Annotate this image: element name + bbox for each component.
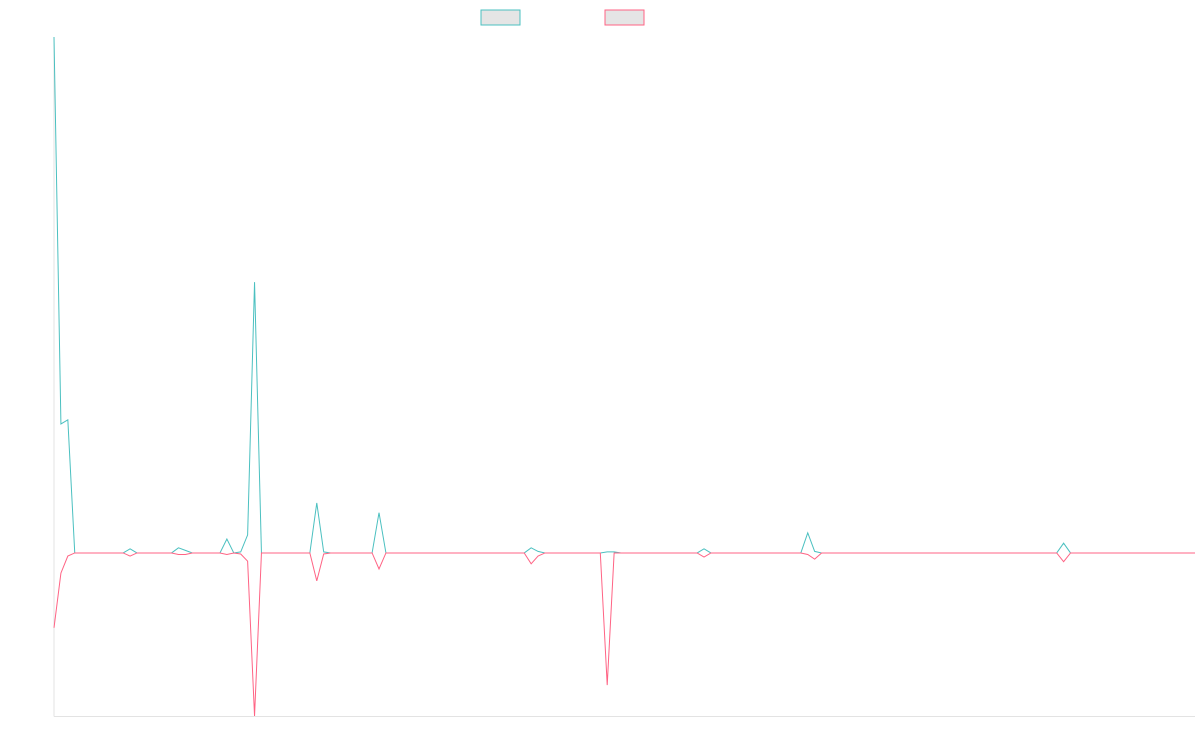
series-line-1 xyxy=(53,36,1195,554)
series-2 xyxy=(53,552,1195,717)
series-layer xyxy=(53,36,1195,717)
series-line-2 xyxy=(53,552,1195,717)
legend-item-1[interactable] xyxy=(480,9,521,26)
legend-swatch xyxy=(480,9,521,26)
legend-item-2[interactable] xyxy=(604,9,645,26)
legend xyxy=(480,9,645,26)
legend-swatch xyxy=(604,9,645,26)
series-1 xyxy=(53,36,1195,554)
